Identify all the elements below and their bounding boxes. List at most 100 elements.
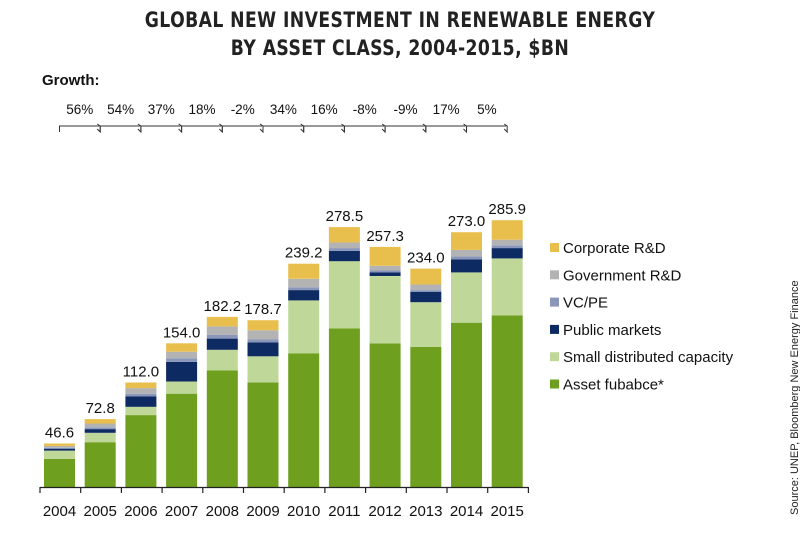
bar-2014-government-r-d [451, 249, 482, 257]
total-label-2012: 257.3 [366, 228, 404, 245]
bar-2004-small-distributed-capacity [44, 450, 75, 459]
bar-2006-small-distributed-capacity [125, 406, 157, 416]
bar-2011-vc-pe [328, 248, 360, 251]
bar-2004-asset-fubabce [44, 459, 75, 487]
bar-2007-small-distributed-capacity [166, 381, 198, 394]
total-label-2009: 178.7 [244, 301, 282, 318]
legend-swatch-government-r-d [550, 270, 559, 280]
total-label-2006: 112.0 [123, 364, 159, 381]
bar-2013-asset-fubabce [410, 347, 442, 487]
growth-label-2011-2012: -8% [353, 102, 377, 117]
total-label-2014: 273.0 [448, 213, 486, 230]
legend-swatch-asset-fubabce [550, 379, 559, 389]
growth-arrowhead-2014 [503, 123, 508, 134]
bar-2007-public-markets [166, 361, 198, 382]
bar-2014-asset-fubabce [451, 322, 482, 487]
bar-2015-asset-fubabce [491, 315, 523, 487]
bar-2013-small-distributed-capacity [410, 302, 442, 347]
x-tick-label-2007: 2007 [165, 503, 198, 520]
bar-2005-government-r-d [84, 423, 116, 428]
bar-2008-public-markets [206, 338, 238, 350]
bar-2005-small-distributed-capacity [84, 432, 116, 443]
growth-bracket-2011 [343, 125, 385, 132]
bar-2013-corporate-r-d [410, 268, 442, 285]
total-label-2013: 234.0 [407, 250, 445, 267]
bar-2005-asset-fubabce [84, 442, 116, 487]
x-tick-label-2005: 2005 [84, 503, 117, 520]
bar-2013-public-markets [410, 291, 442, 303]
bar-2010-vc-pe [288, 287, 320, 291]
growth-bracket-2014 [466, 125, 507, 132]
x-tick-label-2009: 2009 [246, 503, 279, 520]
legend-label-asset-fubabce: Asset fubabce* [563, 377, 664, 394]
growth-label-2014-2015: 5% [477, 102, 497, 117]
x-tick-label-2012: 2012 [368, 503, 401, 520]
growth-bracket-2005 [99, 125, 140, 132]
bar-2009-asset-fubabce [247, 382, 279, 487]
bar-2006-government-r-d [125, 388, 157, 394]
bar-2011-public-markets [328, 250, 360, 262]
growth-bracket-2006 [140, 125, 181, 132]
bar-2010-asset-fubabce [288, 353, 320, 487]
growth-label-2013-2014: 17% [433, 102, 460, 117]
bar-2004-government-r-d [44, 445, 75, 448]
bar-2012-corporate-r-d [369, 246, 401, 266]
bar-2009-small-distributed-capacity [247, 356, 279, 383]
x-tick-label-2008: 2008 [206, 503, 239, 520]
bar-2005-public-markets [84, 429, 116, 433]
legend-label-government-r-d: Government R&D [563, 267, 682, 284]
bar-2004-corporate-r-d [44, 443, 75, 446]
bar-2012-small-distributed-capacity [369, 276, 401, 344]
legend-swatch-vc-pe [550, 297, 559, 307]
bar-2009-vc-pe [247, 339, 279, 343]
growth-label-2005-2006: 54% [107, 102, 134, 117]
bar-2012-public-markets [369, 272, 401, 276]
legend-label-public-markets: Public markets [563, 322, 661, 339]
growth-label-2009-2010: 34% [270, 102, 297, 117]
bar-2006-corporate-r-d [125, 382, 157, 389]
bar-2010-government-r-d [288, 278, 320, 288]
bar-2008-corporate-r-d [206, 316, 238, 327]
bar-2011-asset-fubabce [328, 328, 360, 487]
bar-2012-vc-pe [369, 270, 401, 273]
bar-2012-government-r-d [369, 265, 401, 271]
bar-2005-vc-pe [84, 427, 116, 430]
bar-2007-government-r-d [166, 351, 198, 359]
growth-label-2007-2008: 18% [188, 102, 215, 117]
bar-2013-vc-pe [410, 290, 442, 292]
growth-label-2008-2009: -2% [231, 102, 255, 117]
total-label-2011: 278.5 [326, 208, 364, 225]
bar-2006-asset-fubabce [125, 415, 157, 487]
bar-2014-small-distributed-capacity [451, 272, 482, 323]
chart-title-line-1: GLOBAL NEW INVESTMENT IN RENEWABLE ENERG… [144, 8, 656, 32]
bar-2015-public-markets [491, 248, 523, 259]
bar-2010-small-distributed-capacity [288, 300, 320, 354]
bar-2008-small-distributed-capacity [206, 349, 238, 371]
growth-bracket-2007 [181, 125, 222, 132]
total-label-2007: 154.0 [163, 324, 201, 341]
total-label-2015: 285.9 [488, 201, 526, 218]
bar-2014-corporate-r-d [451, 232, 482, 250]
bar-2008-government-r-d [206, 326, 238, 335]
bar-2014-public-markets [451, 259, 482, 273]
growth-bracket-2008 [221, 125, 262, 132]
bar-2011-corporate-r-d [328, 227, 360, 243]
bar-2011-small-distributed-capacity [328, 261, 360, 329]
bar-2010-public-markets [288, 290, 320, 301]
bar-2007-corporate-r-d [166, 343, 198, 352]
growth-label-2006-2007: 37% [148, 102, 175, 117]
bar-2004-public-markets [44, 448, 75, 451]
growth-label-2012-2013: -9% [393, 102, 417, 117]
bar-2015-small-distributed-capacity [491, 258, 523, 316]
legend-swatch-small-distributed-capacity [550, 352, 559, 362]
bar-2005-corporate-r-d [84, 419, 116, 424]
bar-2004-vc-pe [44, 447, 75, 449]
bar-2009-public-markets [247, 342, 279, 357]
growth-bracket-2004 [59, 125, 100, 132]
bar-2012-asset-fubabce [369, 343, 401, 487]
growth-bracket-2012 [384, 125, 425, 132]
bar-2008-asset-fubabce [206, 370, 238, 487]
bar-2006-vc-pe [125, 393, 157, 397]
x-tick-label-2015: 2015 [491, 503, 524, 520]
